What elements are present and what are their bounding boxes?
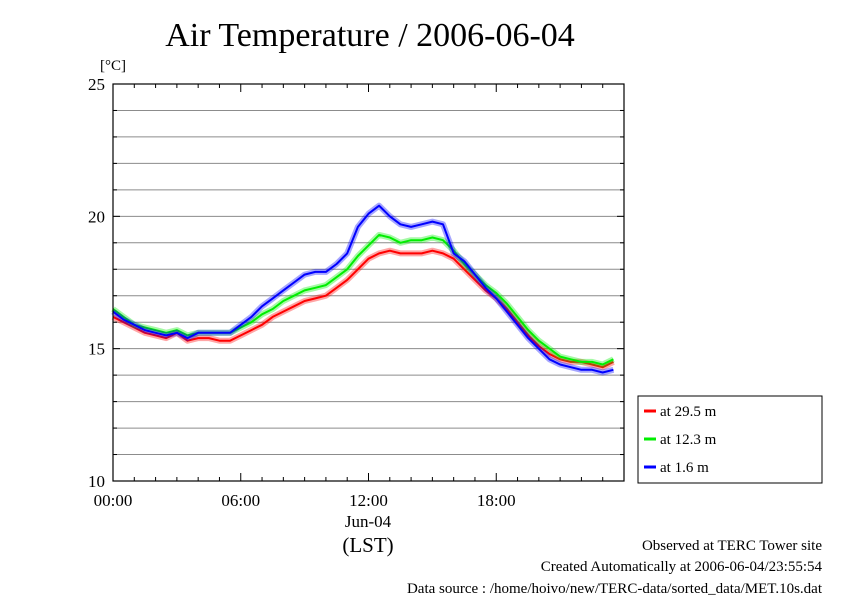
grid	[113, 109, 624, 456]
x-tick-label: 12:00	[349, 491, 388, 510]
x-date-label: Jun-04	[345, 512, 392, 531]
y-tick-label: 25	[88, 75, 105, 94]
tick-labels: 10 15 20 25 00:00 06:00 12:00 18:00	[88, 75, 516, 510]
x-axis-label: (LST)	[342, 533, 393, 557]
x-tick-label: 00:00	[94, 491, 133, 510]
series-1	[111, 247, 615, 371]
footer-created: Created Automatically at 2006-06-04/23:5…	[541, 559, 823, 575]
series-layer	[111, 202, 615, 376]
series-line	[112, 204, 614, 374]
legend: at 29.5 m at 12.3 m at 1.6 m	[637, 395, 823, 484]
legend-box	[637, 395, 823, 484]
y-tick-label: 10	[88, 472, 105, 491]
series-line	[112, 249, 614, 369]
series-3	[111, 202, 615, 376]
chart-title: Air Temperature / 2006-06-04	[165, 17, 575, 54]
plot-frame	[112, 83, 625, 482]
legend-label: at 12.3 m	[660, 432, 717, 448]
y-axis-label: [°C]	[100, 58, 126, 74]
legend-items: at 29.5 m at 12.3 m at 1.6 m	[644, 404, 717, 476]
x-tick-label: 18:00	[477, 491, 516, 510]
x-tick-label: 06:00	[221, 491, 260, 510]
y-tick-label: 20	[88, 207, 105, 226]
legend-label: at 1.6 m	[660, 460, 709, 476]
y-tick-label: 15	[88, 340, 105, 359]
legend-label: at 29.5 m	[660, 404, 717, 420]
ticks	[112, 83, 625, 482]
footer-source: Data source : /home/hoivo/new/TERC-data/…	[407, 581, 823, 595]
footer-site: Observed at TERC Tower site	[642, 538, 822, 554]
